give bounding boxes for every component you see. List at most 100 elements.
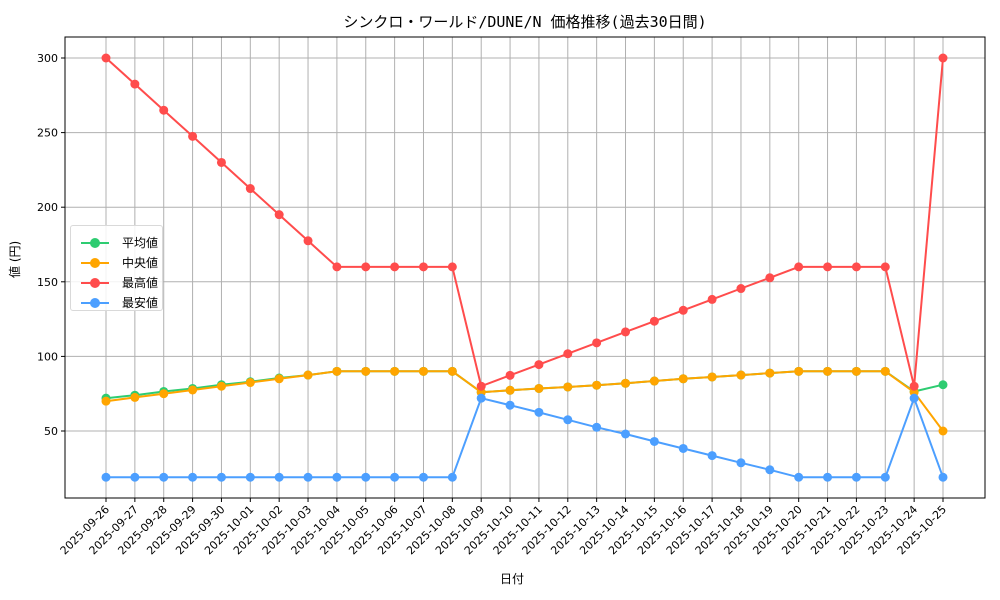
- x-axis-label: 日付: [500, 572, 525, 586]
- data-point-marker: [447, 262, 457, 272]
- data-point-marker: [101, 472, 111, 482]
- data-point-marker: [621, 327, 631, 337]
- data-point-marker: [332, 472, 342, 482]
- data-point-marker: [851, 366, 861, 376]
- data-point-marker: [476, 393, 486, 403]
- data-point-marker: [505, 385, 515, 395]
- plot-frame: [64, 36, 986, 499]
- legend-label: 平均値: [122, 236, 159, 250]
- data-point-marker: [880, 262, 890, 272]
- data-point-marker: [823, 472, 833, 482]
- data-point-marker: [534, 407, 544, 417]
- data-point-marker: [851, 472, 861, 482]
- data-point-marker: [938, 472, 948, 482]
- legend-marker-icon: [90, 298, 100, 308]
- y-axis-label: 値 (円): [8, 240, 22, 278]
- series-line: [105, 57, 944, 388]
- data-point-marker: [130, 472, 140, 482]
- data-point-marker: [130, 79, 140, 89]
- data-point-marker: [649, 376, 659, 386]
- data-point-marker: [909, 393, 919, 403]
- data-point-marker: [621, 378, 631, 388]
- data-point-marker: [736, 284, 746, 294]
- data-point-marker: [765, 368, 775, 378]
- data-point-marker: [159, 472, 169, 482]
- data-point-marker: [188, 385, 198, 395]
- data-point-marker: [216, 381, 226, 391]
- data-point-marker: [303, 370, 313, 380]
- data-point-marker: [765, 465, 775, 475]
- series-line: [106, 395, 944, 479]
- data-point-marker: [707, 372, 717, 382]
- data-point-marker: [476, 381, 486, 391]
- legend-item-average: 平均値: [77, 232, 163, 252]
- data-point-marker: [332, 262, 342, 272]
- data-point-marker: [823, 366, 833, 376]
- data-point-marker: [447, 366, 457, 376]
- data-point-marker: [390, 366, 400, 376]
- data-point-marker: [563, 349, 573, 359]
- data-point-marker: [736, 370, 746, 380]
- data-point-marker: [765, 273, 775, 283]
- data-point-marker: [938, 380, 948, 390]
- data-point-marker: [390, 472, 400, 482]
- y-tick-label: 50: [44, 425, 58, 438]
- data-point-marker: [678, 305, 688, 315]
- data-point-marker: [736, 458, 746, 468]
- chart-title: シンクロ・ワールド/DUNE/N 価格推移(過去30日間): [343, 13, 707, 31]
- data-point-marker: [880, 472, 890, 482]
- data-point-marker: [592, 338, 602, 348]
- data-point-marker: [794, 366, 804, 376]
- series-line: [105, 370, 944, 432]
- data-point-marker: [649, 316, 659, 326]
- data-point-marker: [707, 451, 717, 461]
- data-point-marker: [447, 472, 457, 482]
- data-point-marker: [159, 105, 169, 115]
- data-point-marker: [534, 360, 544, 370]
- data-point-marker: [418, 472, 428, 482]
- data-point-marker: [130, 392, 140, 402]
- data-point-marker: [245, 472, 255, 482]
- data-point-marker: [794, 262, 804, 272]
- legend-label: 最高値: [122, 276, 159, 290]
- data-point-marker: [794, 472, 804, 482]
- data-point-marker: [159, 389, 169, 399]
- data-point-marker: [361, 472, 371, 482]
- data-point-marker: [592, 422, 602, 432]
- data-point-marker: [851, 262, 861, 272]
- data-point-marker: [418, 366, 428, 376]
- legend-marker-icon: [90, 238, 100, 248]
- data-point-marker: [274, 472, 284, 482]
- data-point-marker: [101, 396, 111, 406]
- data-point-marker: [303, 236, 313, 246]
- y-tick-label: 250: [37, 127, 58, 140]
- y-tick-label: 200: [37, 201, 58, 214]
- data-point-marker: [938, 426, 948, 436]
- data-point-marker: [303, 472, 313, 482]
- y-tick-label: 150: [37, 276, 58, 289]
- data-point-marker: [880, 366, 890, 376]
- data-point-marker: [707, 294, 717, 304]
- y-tick-label: 100: [37, 350, 58, 363]
- legend-marker-icon: [90, 278, 100, 288]
- y-tick-label: 300: [37, 52, 58, 65]
- data-point-marker: [245, 378, 255, 388]
- data-point-marker: [649, 436, 659, 446]
- legend-label: 中央値: [122, 256, 159, 270]
- data-point-marker: [418, 262, 428, 272]
- data-point-marker: [505, 400, 515, 410]
- data-point-marker: [332, 366, 342, 376]
- legend-item-median: 中央値: [77, 252, 163, 272]
- data-point-marker: [505, 370, 515, 380]
- data-point-marker: [563, 382, 573, 392]
- data-point-marker: [909, 381, 919, 391]
- legend-item-max: 最高値: [77, 272, 163, 292]
- data-point-marker: [274, 210, 284, 220]
- data-point-marker: [188, 131, 198, 141]
- data-point-marker: [361, 262, 371, 272]
- data-point-marker: [216, 157, 226, 167]
- legend: 平均値 中央値 最高値 最安値: [70, 225, 163, 311]
- data-point-marker: [216, 472, 226, 482]
- data-point-marker: [563, 415, 573, 425]
